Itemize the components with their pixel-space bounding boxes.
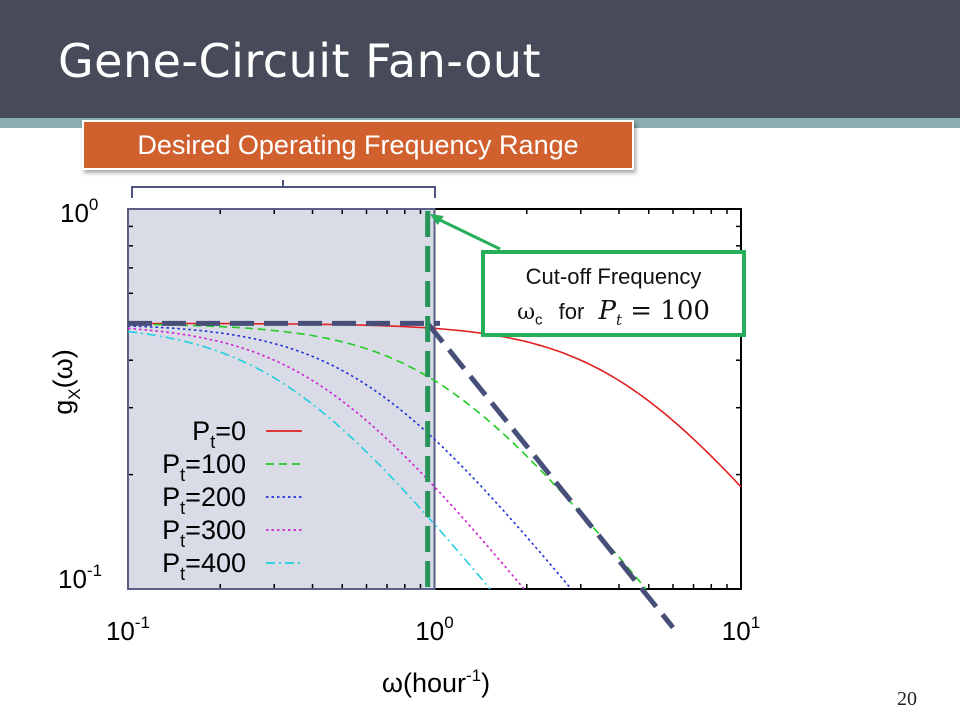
x-tick-label: 10-1 [106,613,150,646]
desired-range-shade [128,209,435,589]
series-line-5 [127,330,491,590]
x-tick-label: 100 [415,613,453,646]
legend-label-5: Pt=400 [162,548,246,584]
range-bracket [131,180,436,198]
legend-label-2: Pt=100 [162,449,246,485]
cutoff-frequency-callout: Cut-off Frequency ωc for Pt = 100 [481,250,746,337]
y-tick-label: 100 [60,195,98,228]
series-line-4 [127,327,525,590]
series-line-3 [127,325,572,590]
y-axis-label: gX(ω) [48,349,84,414]
desired-range-callout: Desired Operating Frequency Range [82,120,634,170]
cutoff-title: Cut-off Frequency [525,264,702,289]
title-bar [0,0,960,118]
asymptote-guide-line [425,321,675,630]
page-number: 20 [897,688,917,710]
omega-subscript: c [535,311,543,329]
y-tick-label: 10-1 [58,561,102,594]
cutoff-arrowhead [429,214,444,225]
desired-range-outline [127,208,436,590]
slide-title: Gene-Circuit Fan-out [58,34,542,88]
cutoff-arrow [433,215,501,251]
omega-symbol: ω [517,300,536,325]
legend-label-4: Pt=300 [162,515,246,551]
cutoff-formula: ωc for Pt = 100 [485,296,742,329]
cutoff-for-label: for [558,299,585,324]
x-tick-label: 101 [722,613,760,646]
cutoff-equation: Pt = 100 [598,296,710,330]
legend-label-1: Pt=0 [192,416,246,452]
x-axis-label: ω(hour-1) [382,666,490,698]
legend-label-3: Pt=200 [162,482,246,518]
